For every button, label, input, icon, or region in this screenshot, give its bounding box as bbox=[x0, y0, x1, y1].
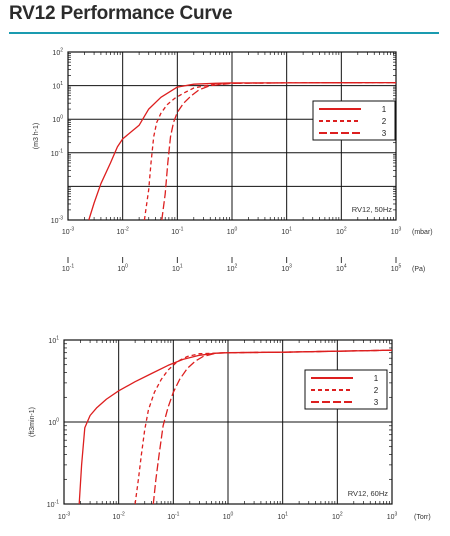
y-tick-label: 101 bbox=[52, 81, 63, 91]
x-tick-label: 10-1 bbox=[167, 512, 179, 522]
x-tick-label: 10-3 bbox=[62, 227, 74, 237]
y-tick-label: 101 bbox=[48, 336, 59, 346]
x-tick-label: 103 bbox=[281, 264, 292, 274]
y-axis-label: (ft3min-1) bbox=[29, 407, 36, 437]
x-tick-label: 105 bbox=[391, 264, 402, 274]
legend-label-2: 2 bbox=[382, 117, 387, 126]
x-tick-label: 103 bbox=[387, 512, 398, 522]
legend-label-3: 3 bbox=[382, 129, 387, 138]
x-tick-label: 10-2 bbox=[113, 512, 125, 522]
x-unit-label-mbar: (mbar) bbox=[412, 229, 433, 236]
legend-label-3: 3 bbox=[374, 398, 379, 407]
chart-annotation: RV12, 50Hz bbox=[352, 205, 393, 214]
y-axis-label: (m3 h-1) bbox=[33, 123, 40, 149]
page-title: RV12 Performance Curve bbox=[9, 3, 233, 24]
x-tick-label: 101 bbox=[277, 512, 288, 522]
y-tick-label: 100 bbox=[52, 115, 63, 125]
series-line-3 bbox=[161, 81, 397, 221]
x-tick-label: 10-1 bbox=[62, 264, 74, 274]
x-tick-label: 101 bbox=[172, 264, 183, 274]
legend-label-1: 1 bbox=[374, 374, 379, 383]
x-tick-label: 102 bbox=[227, 264, 238, 274]
series-line-3 bbox=[152, 349, 393, 505]
x-tick-label: 104 bbox=[336, 264, 347, 274]
x-tick-label: 10-2 bbox=[117, 227, 129, 237]
x-unit-label-pa: (Pa) bbox=[412, 266, 425, 273]
x-tick-label: 102 bbox=[336, 227, 347, 237]
chart-annotation: RV12, 60Hz bbox=[348, 489, 389, 498]
y-tick-label: 100 bbox=[48, 418, 59, 428]
x-tick-label: 102 bbox=[332, 512, 343, 522]
y-tick-label: 102 bbox=[52, 48, 63, 58]
x-tick-label: 103 bbox=[391, 227, 402, 237]
legend-label-2: 2 bbox=[374, 386, 379, 395]
x-tick-label: 100 bbox=[223, 512, 234, 522]
x-tick-label: 100 bbox=[117, 264, 128, 274]
title-underline bbox=[9, 32, 439, 34]
x-tick-label: 101 bbox=[281, 227, 292, 237]
x-tick-label: 10-3 bbox=[58, 512, 70, 522]
y-tick-label: 10-1 bbox=[47, 500, 59, 510]
x-tick-label: 10-1 bbox=[171, 227, 183, 237]
x-axis-label: (Torr) bbox=[414, 514, 431, 521]
y-tick-label: 10-3 bbox=[51, 216, 63, 226]
y-tick-label: 10-1 bbox=[51, 148, 63, 158]
legend-label-1: 1 bbox=[382, 105, 387, 114]
x-tick-label: 100 bbox=[227, 227, 238, 237]
